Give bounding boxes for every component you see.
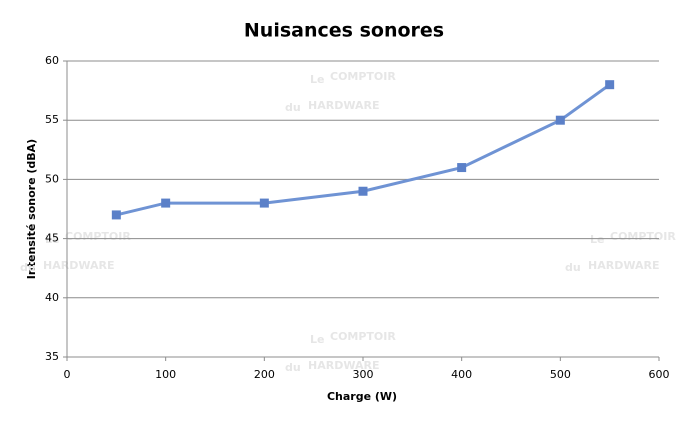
- point-marker: [111, 210, 121, 220]
- chart-title: Nuisances sonores: [244, 20, 444, 42]
- x-tick-label: 300: [353, 368, 374, 381]
- x-tick-label: 600: [649, 368, 670, 381]
- watermark: du: [285, 361, 301, 374]
- watermark: HARDWARE: [588, 259, 659, 272]
- watermark: COMPTOIR: [330, 70, 396, 83]
- watermark: du: [285, 101, 301, 114]
- watermark: HARDWARE: [43, 259, 114, 272]
- y-tick-label: 45: [45, 232, 59, 245]
- x-tick-label: 200: [254, 368, 275, 381]
- watermark: COMPTOIR: [65, 230, 131, 243]
- watermark: HARDWARE: [308, 359, 379, 372]
- watermark: Le: [590, 233, 604, 246]
- point-marker: [259, 198, 269, 208]
- watermark: HARDWARE: [308, 99, 379, 112]
- y-tick-label: 40: [45, 291, 59, 304]
- x-tick-label: 500: [550, 368, 571, 381]
- point-marker: [555, 115, 565, 125]
- point-marker: [358, 186, 368, 196]
- watermark: du: [565, 261, 581, 274]
- y-axis-label: Intensité sonore (dBA): [25, 139, 38, 279]
- watermark: Le: [310, 73, 324, 86]
- y-tick-label: 55: [45, 113, 59, 126]
- watermark: Le: [310, 333, 324, 346]
- x-tick-label: 400: [451, 368, 472, 381]
- watermark: du: [20, 261, 36, 274]
- watermark: COMPTOIR: [610, 230, 676, 243]
- point-marker: [605, 80, 615, 90]
- x-tick-label: 0: [64, 368, 71, 381]
- y-tick-label: 50: [45, 172, 59, 185]
- point-marker: [457, 163, 467, 173]
- x-tick-label: 100: [155, 368, 176, 381]
- point-marker: [161, 198, 171, 208]
- watermark: COMPTOIR: [330, 330, 396, 343]
- y-tick-label: 60: [45, 54, 59, 67]
- watermark: Le: [45, 233, 59, 246]
- y-tick-label: 35: [45, 350, 59, 363]
- x-axis-label: Charge (W): [327, 390, 397, 403]
